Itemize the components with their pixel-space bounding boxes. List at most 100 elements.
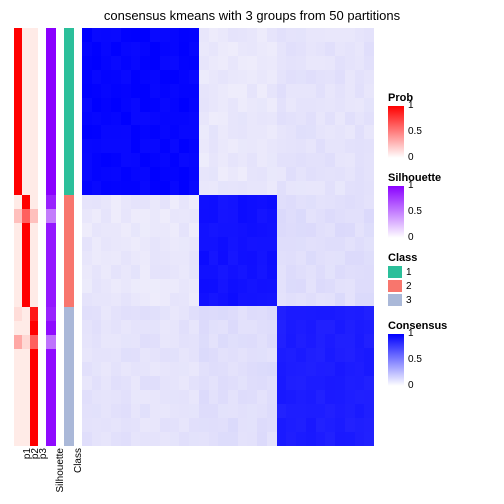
heatmap-cell xyxy=(111,42,121,56)
heatmap-cell xyxy=(189,376,199,390)
heatmap-cell xyxy=(101,390,111,404)
heatmap-cell xyxy=(82,390,92,404)
anno-cell xyxy=(64,265,74,279)
heatmap-cell xyxy=(257,98,267,112)
heatmap-cell xyxy=(131,56,141,70)
heatmap-cell xyxy=(296,279,306,293)
heatmap-cell xyxy=(364,223,374,237)
heatmap-cell xyxy=(325,98,335,112)
anno-cell xyxy=(22,28,30,42)
heatmap-cell xyxy=(228,125,238,139)
heatmap-cell xyxy=(306,279,316,293)
heatmap-cell xyxy=(277,265,287,279)
anno-cell xyxy=(64,293,74,307)
heatmap-cell xyxy=(277,42,287,56)
heatmap-cell xyxy=(228,251,238,265)
heatmap-cell xyxy=(355,348,365,362)
anno-cell xyxy=(14,251,22,265)
anno-cell xyxy=(64,195,74,209)
heatmap-cell xyxy=(267,320,277,334)
anno-cell xyxy=(22,209,30,223)
heatmap-cell xyxy=(355,70,365,84)
heatmap-cell xyxy=(170,362,180,376)
anno-cell xyxy=(30,390,38,404)
heatmap-cell xyxy=(140,125,150,139)
anno-cell xyxy=(22,181,30,195)
heatmap-cell xyxy=(170,84,180,98)
heatmap-cell xyxy=(101,42,111,56)
heatmap-cell xyxy=(111,28,121,42)
heatmap-cell xyxy=(160,167,170,181)
heatmap-cell xyxy=(247,265,257,279)
heatmap-cell xyxy=(160,265,170,279)
anno-cell xyxy=(46,390,56,404)
heatmap-cell xyxy=(257,223,267,237)
col-label-p3: p3 xyxy=(38,448,49,459)
heatmap-cell xyxy=(247,125,257,139)
heatmap-cell xyxy=(316,432,326,446)
heatmap-cell xyxy=(179,348,189,362)
heatmap-cell xyxy=(209,167,219,181)
heatmap-cell xyxy=(316,334,326,348)
heatmap-cell xyxy=(209,320,219,334)
heatmap-cell xyxy=(228,362,238,376)
heatmap-cell xyxy=(150,223,160,237)
heatmap-cell xyxy=(238,209,248,223)
heatmap-cell xyxy=(257,418,267,432)
heatmap-cell xyxy=(364,167,374,181)
heatmap-cell xyxy=(296,42,306,56)
heatmap-cell xyxy=(228,418,238,432)
anno-cell xyxy=(64,223,74,237)
heatmap-cell xyxy=(160,432,170,446)
heatmap-cell xyxy=(247,418,257,432)
heatmap-cell xyxy=(179,70,189,84)
heatmap-cell xyxy=(199,279,209,293)
heatmap-cell xyxy=(228,42,238,56)
heatmap-cell xyxy=(277,348,287,362)
heatmap-cell xyxy=(316,195,326,209)
heatmap-cell xyxy=(325,362,335,376)
heatmap-cell xyxy=(160,376,170,390)
heatmap-cell xyxy=(101,279,111,293)
heatmap-cell xyxy=(131,376,141,390)
plot-area xyxy=(14,28,374,446)
heatmap-cell xyxy=(150,209,160,223)
heatmap-cell xyxy=(257,70,267,84)
heatmap-cell xyxy=(218,56,228,70)
heatmap-cell xyxy=(101,209,111,223)
heatmap-cell xyxy=(296,139,306,153)
heatmap-cell xyxy=(228,167,238,181)
heatmap-cell xyxy=(111,334,121,348)
heatmap-cell xyxy=(140,251,150,265)
heatmap-cell xyxy=(150,167,160,181)
heatmap-cell xyxy=(189,293,199,307)
heatmap-cell xyxy=(140,84,150,98)
heatmap-cell xyxy=(267,28,277,42)
heatmap-cell xyxy=(179,432,189,446)
heatmap-cell xyxy=(92,320,102,334)
heatmap-cell xyxy=(335,42,345,56)
heatmap-cell xyxy=(160,195,170,209)
heatmap-cell xyxy=(209,98,219,112)
anno-cell xyxy=(64,363,74,377)
heatmap-cell xyxy=(82,70,92,84)
heatmap-cell xyxy=(316,28,326,42)
heatmap-cell xyxy=(131,334,141,348)
heatmap-cell xyxy=(209,251,219,265)
heatmap-cell xyxy=(160,112,170,126)
heatmap-cell xyxy=(199,223,209,237)
heatmap-cell xyxy=(277,195,287,209)
heatmap-cell xyxy=(92,237,102,251)
heatmap-cell xyxy=(325,404,335,418)
heatmap-cell xyxy=(238,418,248,432)
heatmap-cell xyxy=(92,334,102,348)
heatmap-cell xyxy=(267,112,277,126)
heatmap-cell xyxy=(286,237,296,251)
heatmap-cell xyxy=(257,320,267,334)
heatmap-cell xyxy=(364,376,374,390)
anno-cell xyxy=(30,279,38,293)
heatmap-cell xyxy=(247,98,257,112)
anno-cell xyxy=(46,28,56,42)
heatmap-cell xyxy=(160,70,170,84)
heatmap-cell xyxy=(257,42,267,56)
